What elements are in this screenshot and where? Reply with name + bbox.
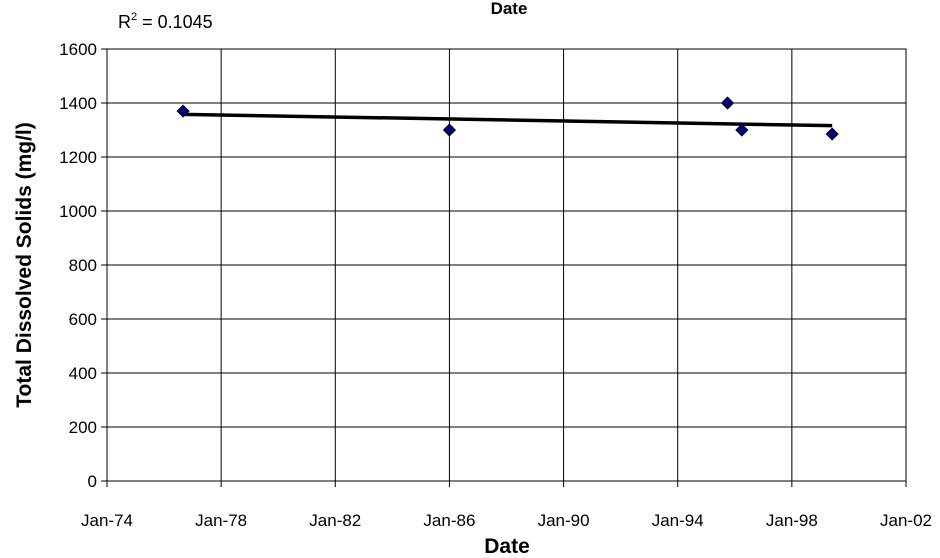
r-squared-value: = 0.1045 — [137, 12, 213, 32]
r-squared-superscript: 2 — [131, 11, 137, 23]
data-point-diamond — [825, 127, 839, 141]
x-tick-label: Jan-74 — [81, 511, 133, 530]
y-tick-label: 1200 — [59, 148, 97, 167]
x-axis-title: Date — [484, 535, 530, 558]
y-tick-label: 1000 — [59, 202, 97, 221]
x-tick-label: Jan-78 — [195, 511, 247, 530]
y-tick-label: 400 — [69, 364, 97, 383]
clipped-top-label: Date — [491, 0, 528, 18]
data-point-diamond — [735, 123, 749, 137]
y-axis-title: Total Dissolved Solids (mg/l) — [13, 122, 36, 407]
axis-ticks: 0 200 400 600 800 1000 1200 1400 1600 Jan-74 Jan-7… — [59, 40, 932, 530]
linear-trendline — [183, 112, 833, 128]
x-tick-label: Jan-82 — [309, 511, 361, 530]
x-tick-label: Jan-90 — [538, 511, 590, 530]
x-tick-label: Jan-94 — [652, 511, 704, 530]
y-tick-label: 800 — [69, 256, 97, 275]
y-tick-label: 0 — [88, 472, 97, 491]
r-squared-label: R2 = 0.1045 — [118, 11, 213, 32]
y-tick-label: 600 — [69, 310, 97, 329]
r-squared-r: R — [118, 12, 131, 32]
x-tick-label: Jan-86 — [423, 511, 475, 530]
y-tick-label: 1400 — [59, 94, 97, 113]
y-tick-label: 200 — [69, 418, 97, 437]
data-points — [176, 96, 839, 141]
data-point-diamond — [720, 96, 735, 110]
x-tick-label: Jan-98 — [766, 511, 818, 530]
trendline-layer — [183, 112, 833, 128]
y-tick-label: 1600 — [59, 40, 97, 59]
data-point-diamond — [442, 123, 456, 137]
x-tick-label: Jan-02 — [880, 511, 932, 530]
data-point-diamond — [176, 104, 190, 118]
